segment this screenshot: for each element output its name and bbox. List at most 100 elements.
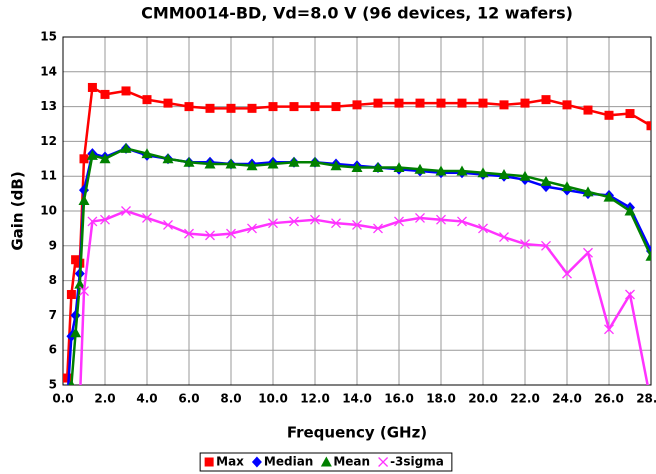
marker [625,109,635,119]
marker [67,415,76,424]
marker [604,324,614,335]
marker [86,149,98,160]
x-tick-label: 26.0 [594,392,624,406]
x-tick-label: 4.0 [136,392,157,406]
marker [267,158,279,169]
marker [625,289,635,300]
marker [373,98,383,108]
marker [87,216,98,227]
marker [394,216,404,227]
marker [435,165,447,176]
marker [310,102,320,112]
marker [142,213,152,223]
marker [78,195,90,206]
marker [184,228,194,239]
x-tick-label: 12.0 [300,392,330,406]
marker [478,98,488,108]
legend-label: Max [216,455,244,469]
marker [63,373,72,383]
marker [100,89,110,99]
marker [562,100,572,110]
marker [309,156,321,167]
marker [226,103,236,113]
x-tick-label: 18.0 [426,392,456,406]
marker [583,105,593,115]
marker [646,121,651,131]
marker [204,158,216,169]
plot-frame [62,36,652,386]
marker [372,162,384,172]
x-axis-label: Frequency (GHz) [287,424,427,442]
x-tick-label: 8.0 [220,392,241,406]
marker [247,103,257,113]
y-tick-label: 8 [49,273,57,287]
marker [87,82,97,92]
marker [645,250,651,261]
marker [288,156,300,167]
marker [541,240,551,251]
y-tick-label: 6 [49,343,57,357]
y-axis-label: Gain (dB) [9,171,27,250]
marker [582,186,594,197]
marker [205,230,215,241]
chart-title: CMM0014-BD, Vd=8.0 V (96 devices, 12 waf… [141,4,573,23]
marker [478,223,488,234]
marker [100,214,110,225]
y-tick-label: 10 [40,204,57,218]
marker [226,228,236,239]
marker [414,163,426,174]
marker [373,223,383,234]
marker [225,158,237,169]
marker [162,153,174,164]
marker [519,170,531,181]
marker [498,168,510,179]
marker [331,102,341,112]
y-tick-label: 15 [40,30,57,44]
marker [121,86,131,96]
marker [499,232,509,243]
marker [394,98,404,108]
marker [63,415,72,424]
marker [378,457,389,467]
marker [120,142,132,153]
marker [142,95,152,105]
marker [74,278,86,289]
marker [268,102,278,112]
marker [540,175,552,186]
y-tick-label: 5 [49,378,57,392]
marker [415,98,425,108]
legend-label: -3sigma [390,455,444,469]
marker [457,216,467,227]
marker [204,457,214,467]
y-tick-label: 7 [49,308,57,322]
marker [184,102,194,112]
x-tick-label: 24.0 [552,392,582,406]
marker [457,98,467,108]
marker [352,219,362,230]
marker [183,156,195,167]
marker [352,100,362,110]
marker [520,98,530,108]
x-tick-label: 10.0 [258,392,288,406]
marker [75,398,84,407]
marker [79,286,89,296]
marker [68,379,75,385]
y-tick-label: 14 [40,64,57,78]
marker [71,415,80,424]
marker [436,98,446,108]
y-tick-label: 11 [40,169,57,183]
marker [70,327,82,338]
x-tick-label: 14.0 [342,392,372,406]
plot-area [63,82,651,424]
marker [603,191,615,202]
marker [320,456,332,467]
marker [251,456,262,468]
marker [141,148,153,159]
marker [163,219,173,230]
marker [477,167,489,178]
marker [456,165,468,176]
marker [351,162,363,172]
y-tick-label: 12 [40,134,57,148]
x-tick-label: 16.0 [384,392,414,406]
marker [99,153,111,164]
